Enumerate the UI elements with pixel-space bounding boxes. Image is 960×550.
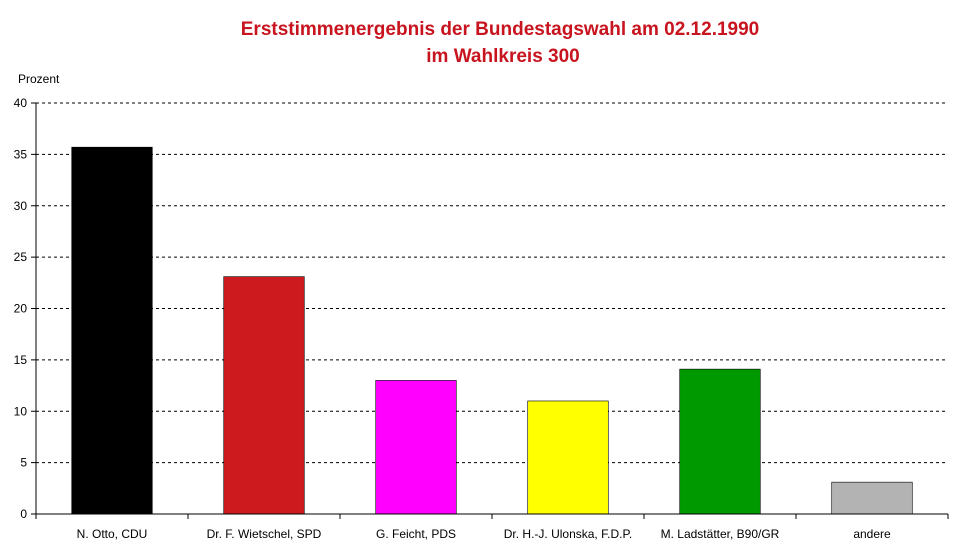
x-tick-label: Dr. H.-J. Ulonska, F.D.P. [504,527,632,541]
y-tick-label: 10 [14,404,28,418]
bar [375,380,457,515]
y-tick-label: 25 [14,250,28,264]
x-tick-label: andere [853,527,891,541]
bar [223,276,305,515]
y-tick-label: 40 [14,96,28,110]
y-tick-label: 35 [14,147,28,161]
gridlines [36,102,948,464]
chart-subtitle: im Wahlkreis 300 [426,46,579,67]
y-tick-label: 15 [14,353,28,367]
x-tick-label: Dr. F. Wietschel, SPD [207,527,322,541]
y-tick-label: 30 [14,199,28,213]
bar [71,146,153,515]
x-axis-ticks: N. Otto, CDU Dr. F. Wietschel, SPD G. Feic… [35,514,949,541]
bar [527,400,609,515]
x-tick-label: N. Otto, CDU [77,527,148,541]
bar [679,368,761,515]
y-axis-label: Prozent [18,72,60,86]
y-axis-ticks: 0 5 10 15 20 25 30 35 40 [14,96,36,521]
x-tick-label: M. Ladstätter, B90/GR [661,527,780,541]
bars [71,146,913,515]
y-tick-label: 20 [14,302,28,316]
x-tick-label: G. Feicht, PDS [376,527,456,541]
y-tick-label: 5 [20,456,27,470]
y-tick-label: 0 [20,507,27,521]
chart-title: Erststimmenergebnis der Bundestagswahl a… [241,19,760,40]
bar [831,481,913,515]
